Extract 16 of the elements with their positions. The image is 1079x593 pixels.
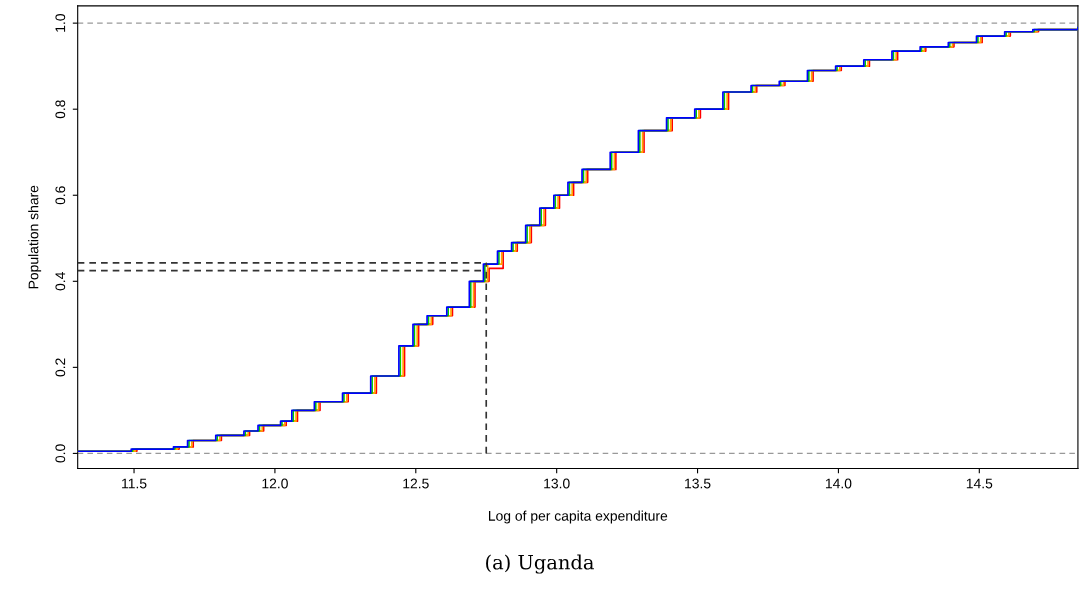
- x-tick-label: 14.5: [966, 478, 993, 489]
- text: (a) Uganda: [486, 554, 594, 574]
- y-axis-title: Population share: [28, 185, 42, 289]
- x-tick-label: 12.5: [403, 478, 429, 489]
- y-tick-label: 0.6: [55, 186, 66, 205]
- y-tick-label: 0.2: [55, 358, 66, 377]
- y-tick-label: 1.0: [55, 14, 66, 32]
- y-tick-label: 0.4: [55, 272, 66, 291]
- x-axis-title: Log of per capita expenditure: [489, 510, 668, 524]
- x-tick-label: 13.5: [685, 478, 711, 489]
- x-tick-label: 11.5: [122, 478, 147, 489]
- y-tick-label: 0.0: [55, 444, 66, 463]
- x-tick-label: 12.0: [262, 478, 288, 489]
- x-tick-label: 13.0: [544, 478, 570, 489]
- y-tick-label: 0.8: [55, 100, 66, 119]
- x-tick-label: 14.0: [825, 478, 852, 489]
